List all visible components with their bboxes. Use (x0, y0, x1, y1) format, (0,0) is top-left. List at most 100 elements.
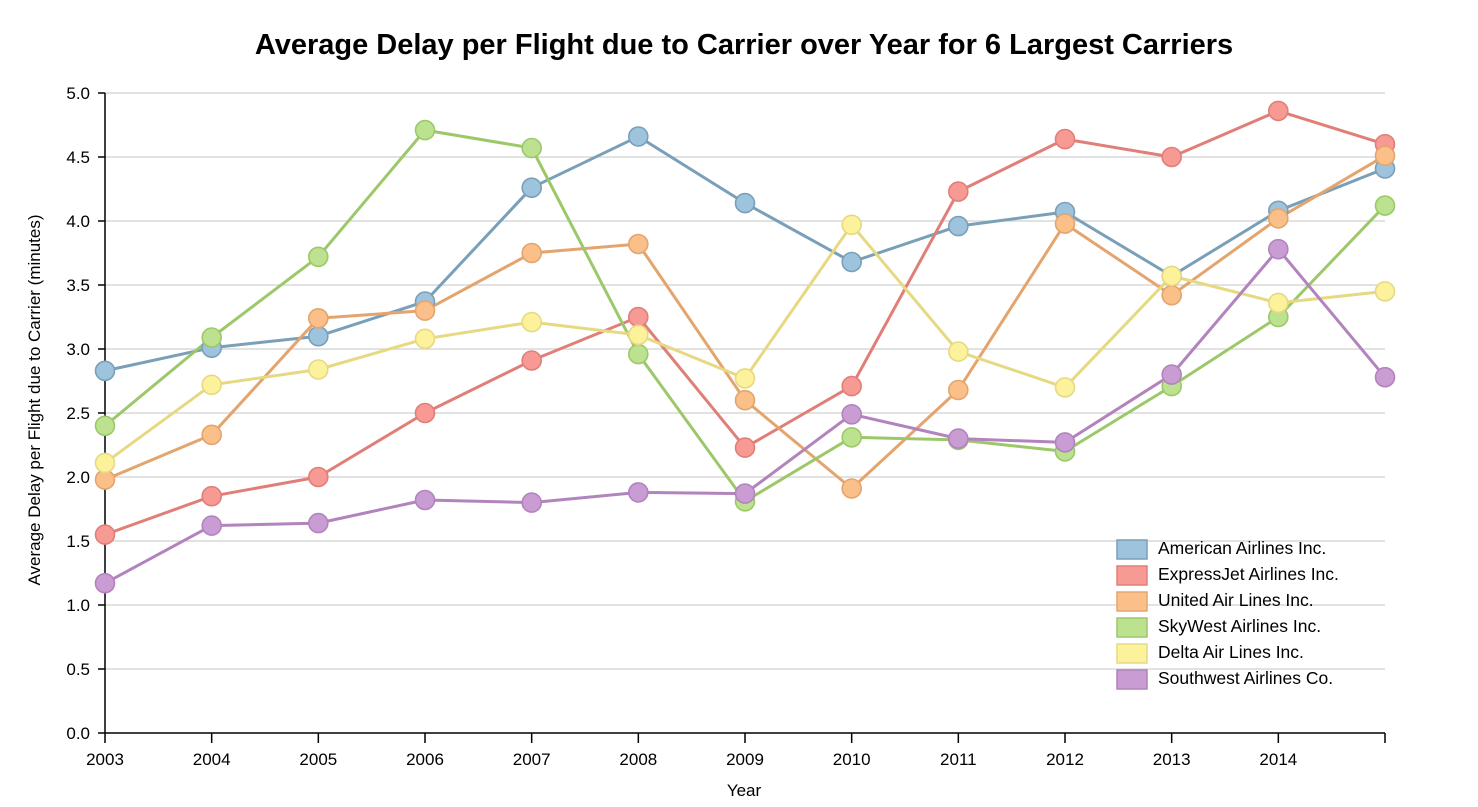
data-point[interactable] (734, 389, 756, 411)
data-point[interactable] (627, 324, 649, 346)
y-axis: 0.0 0.5 1.0 1.5 2.0 2.5 3.0 3.5 4.0 4.5 5.0 (66, 84, 106, 743)
data-point[interactable] (521, 311, 543, 333)
data-point[interactable] (841, 375, 863, 397)
data-point[interactable] (947, 215, 969, 237)
x-tick-label: 2009 (726, 750, 764, 769)
data-point[interactable] (1268, 238, 1289, 260)
series-line (104, 247, 1387, 585)
data-point[interactable] (627, 343, 649, 365)
y-tick-label: 4.0 (66, 212, 90, 231)
data-point[interactable] (627, 482, 649, 503)
data-point[interactable] (627, 306, 649, 328)
data-point[interactable] (947, 379, 969, 401)
data-point[interactable] (414, 300, 436, 321)
x-tick-label: 2005 (299, 750, 337, 769)
data-point[interactable] (734, 437, 756, 458)
data-point[interactable] (414, 328, 436, 350)
data-point[interactable] (521, 137, 543, 159)
chart-title: Average Delay per Flight due to Carrier … (255, 29, 1233, 61)
series-points-4 (94, 214, 1396, 474)
data-point[interactable] (1374, 195, 1396, 216)
data-point[interactable] (734, 192, 756, 214)
data-point[interactable] (201, 485, 222, 507)
data-point[interactable] (307, 246, 329, 268)
x-axis: 2003 2004 2005 2006 2007 2008 2009 2010 2011 2012… (86, 732, 1386, 769)
data-point[interactable] (627, 233, 649, 255)
data-point[interactable] (414, 402, 436, 424)
data-point[interactable] (841, 403, 863, 425)
legend-label: United Air Lines Inc. (1158, 590, 1314, 610)
y-tick-label: 1.0 (66, 596, 90, 615)
y-tick-label: 2.5 (66, 404, 90, 423)
data-point[interactable] (307, 359, 329, 380)
legend-swatch (1116, 643, 1148, 664)
data-point[interactable] (841, 214, 863, 236)
data-point[interactable] (1161, 146, 1182, 168)
legend-swatch (1116, 565, 1148, 586)
data-point[interactable] (947, 428, 969, 449)
y-tick-label: 2.0 (66, 468, 90, 487)
data-point[interactable] (947, 181, 969, 202)
legend: American Airlines Inc. ExpressJet Airline… (1116, 538, 1339, 690)
data-point[interactable] (94, 415, 116, 437)
data-point[interactable] (947, 341, 969, 362)
data-point[interactable] (94, 452, 116, 474)
y-tick-label: 4.5 (66, 148, 90, 167)
data-point[interactable] (521, 177, 543, 198)
data-point[interactable] (94, 524, 116, 545)
data-point[interactable] (94, 360, 116, 382)
series-1 (104, 109, 1386, 537)
data-point[interactable] (1161, 284, 1182, 306)
y-tick-label: 0.0 (66, 724, 90, 743)
data-point[interactable] (841, 426, 863, 448)
data-point[interactable] (94, 572, 116, 594)
legend-swatch (1116, 669, 1148, 690)
data-point[interactable] (414, 119, 436, 141)
data-point[interactable] (307, 466, 329, 488)
legend-item: Delta Air Lines Inc. (1116, 642, 1304, 664)
data-point[interactable] (1054, 213, 1076, 234)
data-point[interactable] (1054, 128, 1076, 150)
data-point[interactable] (201, 515, 222, 536)
data-point[interactable] (1054, 432, 1076, 453)
data-point[interactable] (1374, 281, 1396, 302)
data-point[interactable] (841, 251, 863, 273)
legend-item: Southwest Airlines Co. (1116, 668, 1333, 690)
data-point[interactable] (1268, 292, 1289, 314)
x-tick-label: 2004 (193, 750, 231, 769)
data-point[interactable] (1268, 208, 1289, 229)
data-point[interactable] (201, 424, 222, 446)
data-point[interactable] (307, 325, 329, 347)
legend-label: Delta Air Lines Inc. (1158, 642, 1304, 662)
legend-swatch (1116, 591, 1148, 612)
legend-label: ExpressJet Airlines Inc. (1158, 564, 1339, 584)
legend-item: SkyWest Airlines Inc. (1116, 616, 1321, 638)
data-point[interactable] (1374, 366, 1396, 388)
data-point[interactable] (521, 492, 543, 513)
data-point[interactable] (414, 489, 436, 511)
data-point[interactable] (521, 350, 543, 371)
series-line (104, 223, 1386, 465)
legend-swatch (1116, 617, 1148, 638)
y-tick-label: 3.5 (66, 276, 90, 295)
x-tick-label: 2014 (1259, 750, 1297, 769)
data-point[interactable] (307, 307, 329, 329)
legend-item: ExpressJet Airlines Inc. (1116, 564, 1339, 586)
data-point[interactable] (734, 368, 756, 389)
data-point[interactable] (734, 483, 756, 504)
data-point[interactable] (1161, 364, 1182, 385)
series-points-5 (94, 238, 1396, 594)
data-point[interactable] (521, 242, 543, 264)
data-point[interactable] (627, 126, 649, 147)
data-point[interactable] (1161, 265, 1182, 287)
y-tick-label: 0.5 (66, 660, 90, 679)
data-point[interactable] (1374, 145, 1396, 166)
data-point[interactable] (307, 512, 329, 534)
data-point[interactable] (201, 327, 222, 348)
data-point[interactable] (201, 374, 222, 396)
data-point[interactable] (841, 478, 863, 499)
x-tick-label: 2013 (1153, 750, 1191, 769)
data-point[interactable] (1268, 100, 1289, 122)
series-4 (104, 223, 1386, 465)
data-point[interactable] (1054, 377, 1076, 398)
